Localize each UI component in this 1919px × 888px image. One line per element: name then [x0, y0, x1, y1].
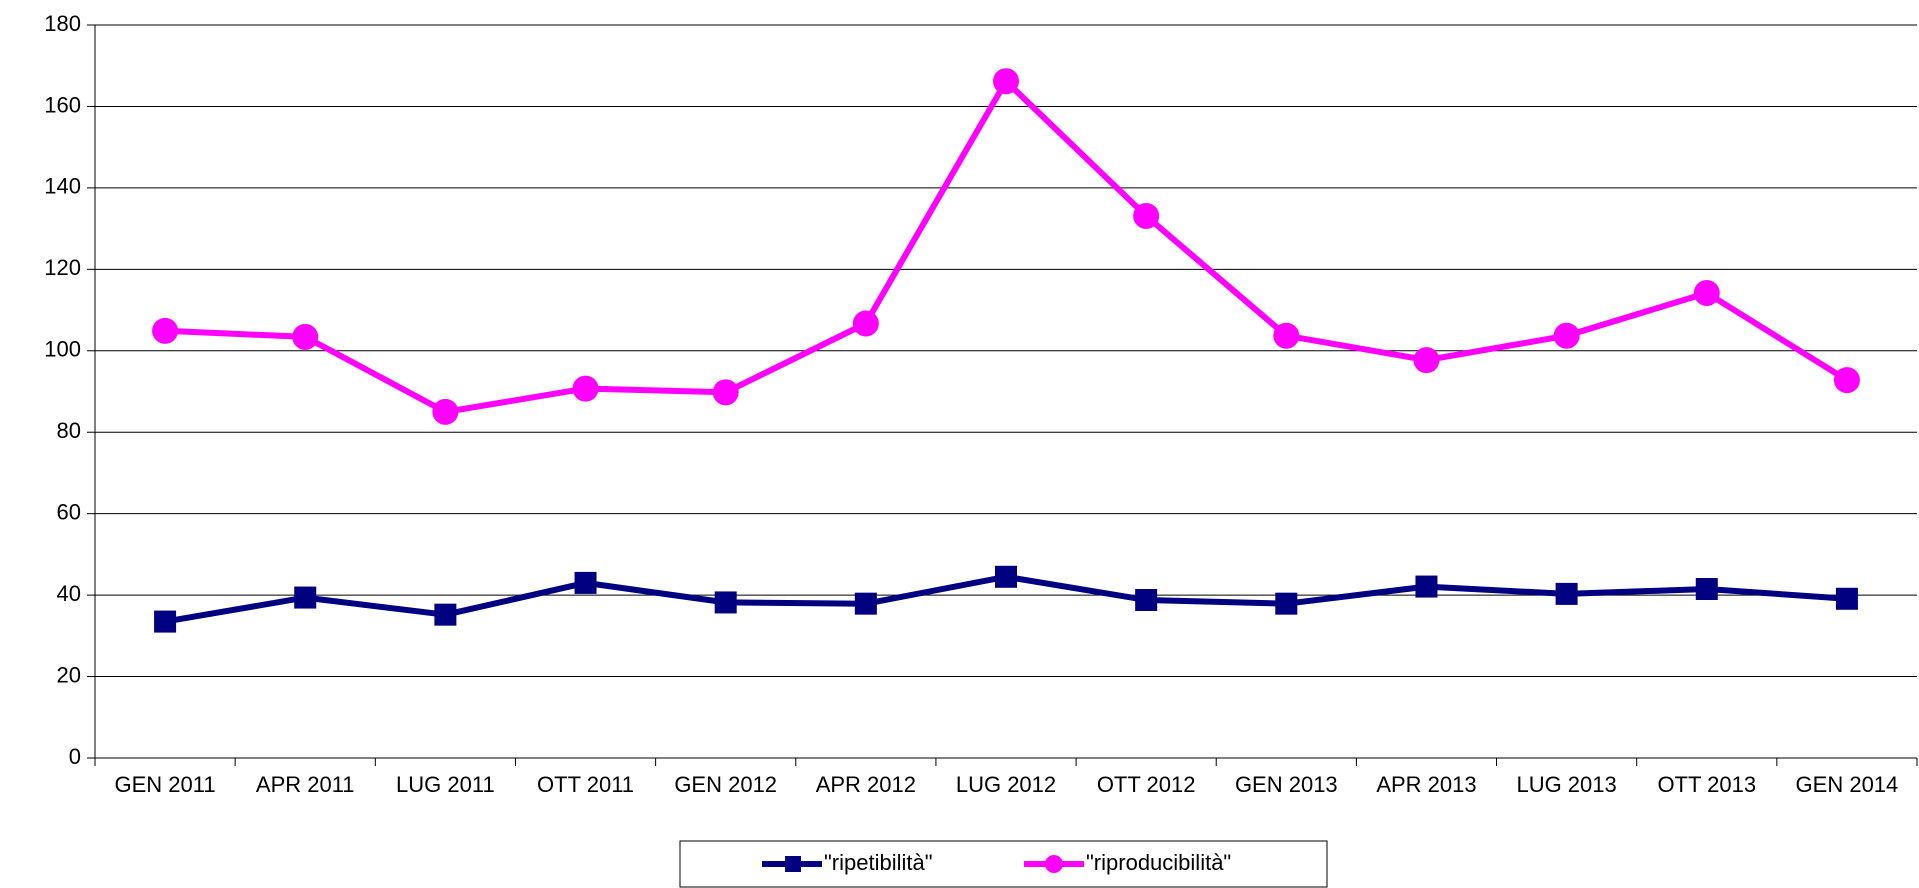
data-point	[714, 591, 737, 614]
y-tick-label: 120	[44, 255, 81, 280]
x-tick-label: LUG 2012	[956, 772, 1056, 797]
data-point	[993, 68, 1019, 95]
y-tick-label: 20	[57, 662, 81, 687]
y-tick-label: 80	[57, 418, 81, 443]
data-point	[1275, 592, 1298, 615]
data-point	[152, 317, 179, 344]
data-point	[1135, 588, 1158, 611]
data-point	[572, 375, 599, 402]
data-point	[995, 565, 1017, 588]
data-point	[1553, 322, 1580, 349]
x-tick-label: GEN 2012	[674, 772, 777, 797]
data-point	[712, 379, 739, 406]
data-point	[1833, 367, 1860, 394]
legend-marker	[1045, 855, 1063, 873]
data-point	[852, 310, 879, 337]
x-tick-label: GEN 2013	[1235, 772, 1338, 797]
y-tick-label: 160	[44, 92, 81, 117]
data-point	[432, 398, 459, 425]
x-tick-label: APR 2013	[1376, 772, 1476, 797]
data-point	[1133, 202, 1160, 229]
data-point	[292, 323, 319, 350]
data-point	[1695, 578, 1718, 601]
data-point	[1693, 279, 1720, 306]
legend-label: "ripetibilità"	[824, 850, 933, 875]
y-tick-label: 40	[57, 581, 81, 606]
data-point	[1413, 347, 1440, 374]
x-tick-label: OTT 2012	[1097, 772, 1196, 797]
y-tick-label: 100	[44, 337, 81, 362]
x-tick-label: APR 2012	[816, 772, 916, 797]
data-point	[854, 592, 877, 615]
data-point	[1415, 575, 1438, 598]
data-point	[294, 586, 317, 609]
y-tick-label: 180	[44, 11, 81, 36]
data-point	[1555, 582, 1578, 605]
data-point	[154, 610, 177, 633]
y-tick-label: 0	[69, 744, 81, 769]
y-tick-label: 60	[57, 499, 81, 524]
x-tick-label: LUG 2013	[1516, 772, 1616, 797]
x-tick-label: OTT 2011	[537, 772, 634, 797]
data-point	[574, 571, 597, 594]
legend-marker	[785, 856, 801, 872]
x-tick-label: GEN 2011	[115, 772, 216, 797]
y-tick-label: 140	[44, 174, 81, 199]
x-tick-label: LUG 2011	[396, 772, 495, 797]
data-point	[1835, 587, 1858, 610]
x-tick-label: APR 2011	[256, 772, 355, 797]
x-tick-label: OTT 2013	[1657, 772, 1756, 797]
data-point	[434, 603, 457, 626]
legend-label: "riproducibilità"	[1086, 850, 1231, 875]
data-point	[1273, 322, 1300, 349]
x-tick-label: GEN 2014	[1796, 772, 1899, 797]
